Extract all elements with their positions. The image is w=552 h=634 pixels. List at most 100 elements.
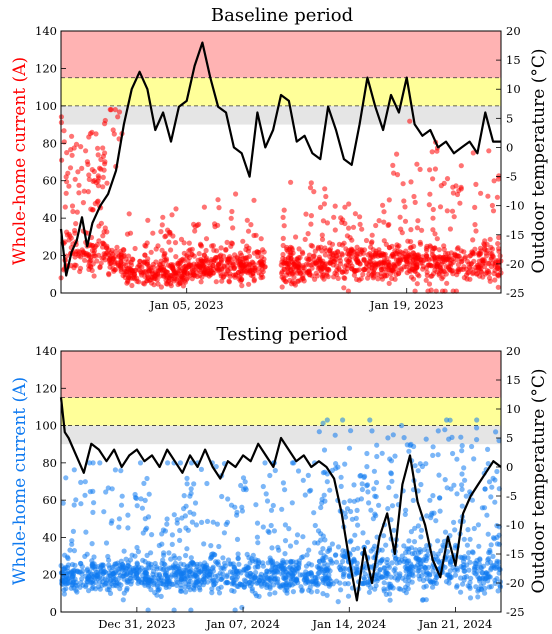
current-point [495,241,501,247]
current-point [61,139,67,145]
current-point [308,589,314,595]
current-point [322,568,328,574]
x-tick-label: Dec 31, 2023 [98,617,175,631]
current-point [246,579,253,585]
current-point [430,452,436,458]
current-point [434,148,440,154]
current-point [448,261,454,267]
current-point [246,281,252,287]
current-point [398,226,404,232]
current-point [131,274,137,280]
left-tick-label: 100 [35,419,57,433]
current-point [463,254,469,260]
current-point [280,242,286,249]
current-point [216,543,222,550]
current-point [90,261,96,267]
current-point [235,551,241,557]
current-point [332,432,338,438]
current-point [474,271,480,277]
current-point [69,538,75,544]
current-point [309,243,315,249]
current-point [71,467,77,473]
current-point [325,562,331,568]
current-point [305,472,311,478]
current-point [63,190,69,196]
current-point [142,576,148,582]
current-point [107,260,113,266]
current-point [380,202,386,208]
current-point [324,272,330,278]
current-point [100,174,106,180]
current-point [359,486,365,493]
left-tick-label: 140 [35,24,57,38]
current-point [243,566,249,572]
current-point [450,268,456,274]
current-point [371,468,377,474]
current-point [305,231,311,237]
current-point [235,255,241,261]
current-point [179,588,185,594]
current-point [304,579,310,585]
current-point [259,267,265,273]
current-point [313,581,319,587]
current-point [174,517,180,523]
current-point [362,266,368,273]
current-point [387,591,393,597]
current-point [85,570,91,576]
current-point [432,231,438,237]
current-point [281,207,287,213]
current-point [381,219,387,225]
current-point [484,248,490,254]
current-point [231,266,237,272]
current-point [170,233,176,239]
current-point [319,274,326,280]
current-point [163,269,169,275]
current-point [485,193,491,199]
current-point [320,591,326,597]
current-point [474,564,480,571]
current-point [102,569,108,575]
current-point [417,239,423,245]
current-point [293,576,299,583]
current-point [220,555,226,561]
current-point [443,257,449,263]
current-point [133,495,140,501]
current-point [184,475,190,481]
current-point [209,243,215,249]
current-point [74,209,80,215]
current-point [186,584,192,590]
current-point [430,493,436,499]
left-tick-label: 0 [50,605,57,619]
baseline-title: Baseline period [211,5,353,26]
current-point [454,456,460,462]
current-point [232,252,238,258]
current-point [396,243,402,249]
testing-axes-box [60,350,502,613]
current-point [415,468,421,474]
current-point [208,543,214,549]
current-point [454,491,460,497]
current-point [110,127,116,133]
current-point [431,510,437,516]
current-point [451,519,457,526]
current-point [354,564,360,570]
current-point [369,428,375,434]
current-point [265,575,271,581]
current-point [451,482,457,488]
current-point [413,257,419,263]
right-tick-label: 20 [506,344,521,358]
current-point [144,475,150,482]
current-point [231,580,237,586]
current-point [233,191,239,197]
current-point [235,583,241,590]
current-point [153,259,159,265]
current-point [458,248,464,254]
current-point [218,252,224,258]
current-point [64,554,70,560]
current-point [207,270,213,276]
current-point [89,541,95,547]
current-point [400,181,406,187]
current-point [408,561,414,567]
current-point [83,529,89,535]
current-point [121,590,127,596]
